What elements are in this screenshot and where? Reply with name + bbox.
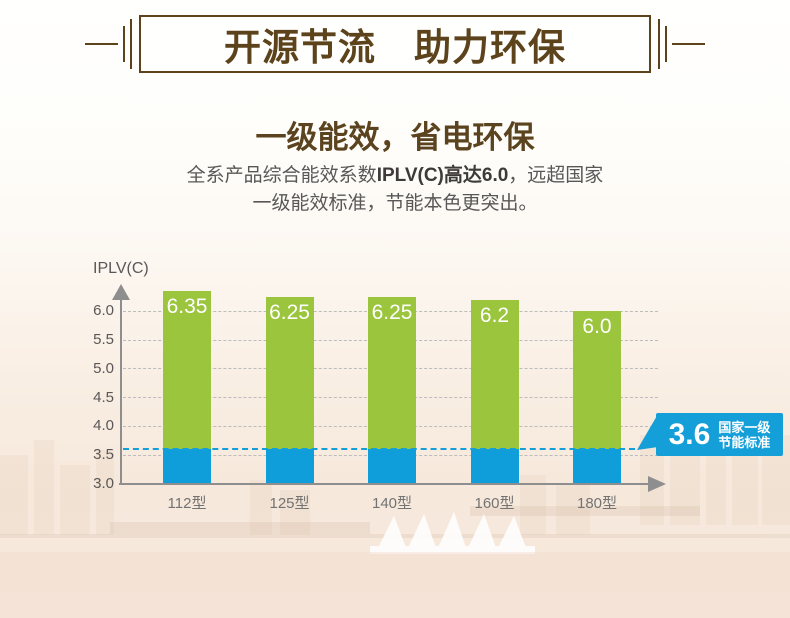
short-bar-icon [123,26,125,62]
banner-left-ornament [85,19,132,69]
title-box: 开源节流 助力环保 [139,15,651,73]
bar-below-threshold [573,449,621,484]
x-axis-line [119,483,653,485]
y-tick-label: 5.5 [93,331,114,348]
callout-pointer-icon [637,414,658,450]
bar-below-threshold [368,449,416,484]
bar-above-threshold [265,296,314,450]
y-tick-label: 6.0 [93,302,114,320]
y-axis-title: IPLV(C) [93,260,149,277]
bar-value-label: 6.25 [269,300,310,324]
horizontal-rule-icon [672,43,705,45]
threshold-callout: 3.6 国家一级 节能标准 [656,413,783,456]
section-subtitle: 一级能效，省电环保 [255,120,535,155]
bar-above-threshold [368,296,416,450]
title-banner: 开源节流 助力环保 [0,15,790,73]
x-tick-label: 125型 [269,495,310,512]
description-text: 全系产品综合能效系数 [186,165,377,186]
bar-value-label: 6.35 [166,295,208,319]
description-highlight: IPLV(C)高达6.0 [376,165,509,186]
bar-above-threshold [163,291,211,450]
x-tick-label: 112型 [167,495,207,512]
short-bar-icon [665,26,667,62]
y-axis-line [120,296,122,485]
bar-below-threshold [470,449,519,484]
bar-value-label: 6.0 [582,315,612,339]
bar-below-threshold [163,449,211,484]
background-cityscape [0,425,790,618]
x-tick-label: 140型 [371,495,413,512]
tall-bar-icon [658,19,660,69]
x-tick-label: 160型 [474,495,515,512]
section-description: 全系产品综合能效系数IPLV(C)高达6.0，远超国家 一级能效标准，节能本色更… [0,162,790,218]
y-tick-label: 5.0 [93,359,114,377]
threshold-label: 国家一级 节能标准 [718,419,771,450]
description-text: ，远超国家 [508,165,604,186]
tall-bar-icon [130,19,132,69]
horizontal-rule-icon [85,43,118,45]
threshold-dashed-line [123,448,635,450]
y-tick-label: 4.0 [93,417,114,435]
y-tick-label: 3.5 [93,446,114,464]
bar-above-threshold [470,299,519,450]
x-axis-arrow-icon [648,476,666,492]
description-text: 一级能效标准，节能本色更突出。 [252,193,538,214]
y-axis-arrow-icon [112,284,130,300]
banner-right-ornament [658,19,705,69]
x-tick-label: 180型 [576,495,618,512]
y-tick-label: 3.0 [93,475,114,492]
threshold-value: 3.6 [668,417,711,451]
y-tick-label: 4.5 [93,388,114,406]
bar-above-threshold [573,311,621,450]
bar-value-label: 6.25 [371,300,413,324]
page-title: 开源节流 助力环保 [224,27,566,68]
bar-below-threshold [265,449,314,484]
bar-value-label: 6.2 [479,303,510,327]
